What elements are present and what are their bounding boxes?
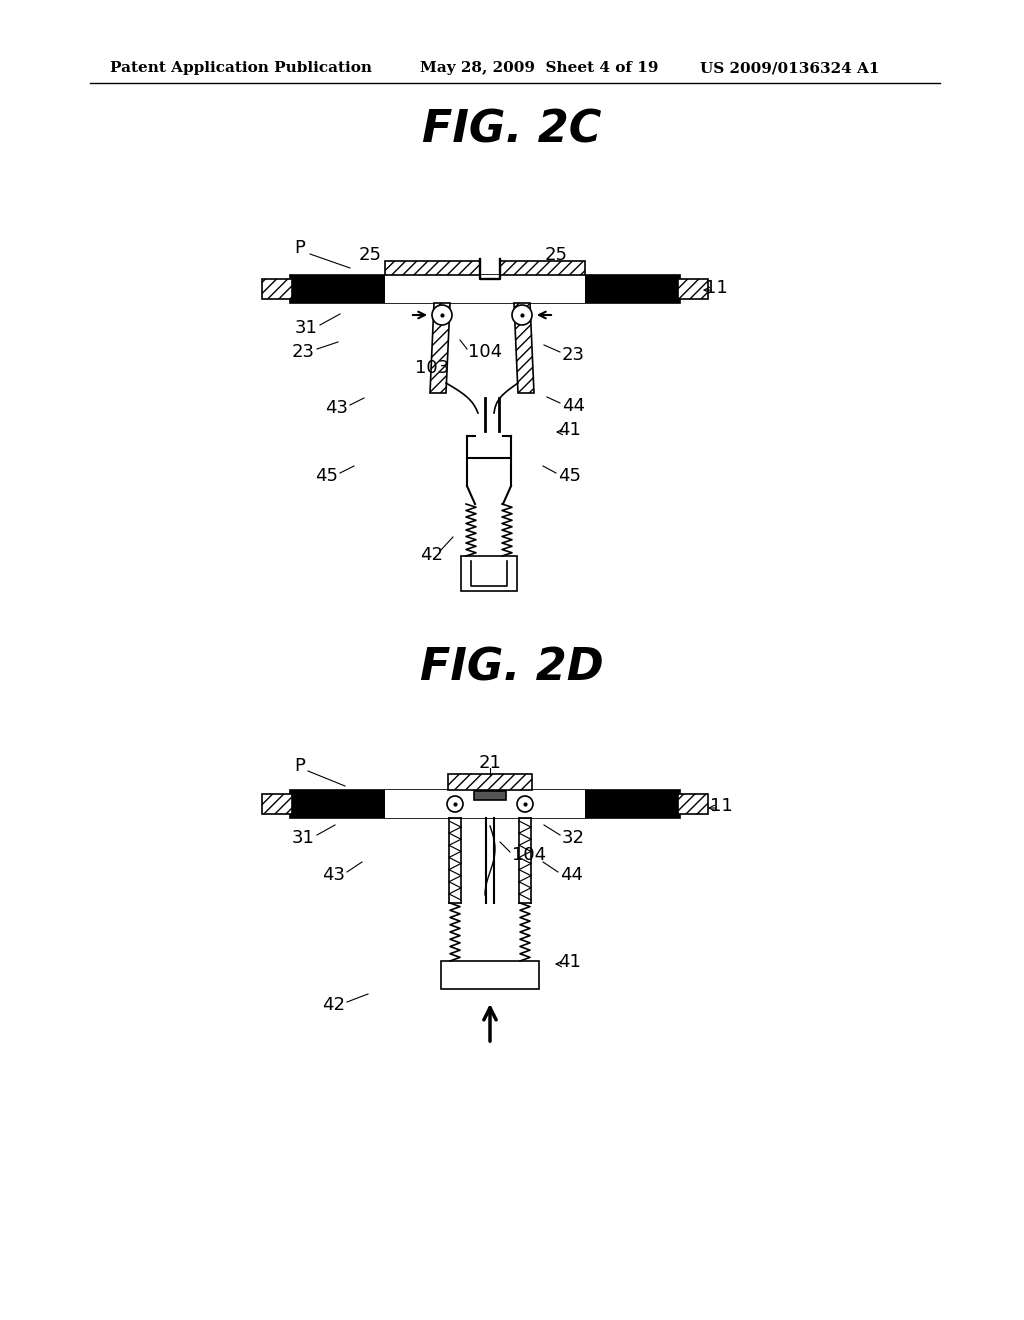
Text: FIG. 2D: FIG. 2D [420, 647, 604, 689]
Text: 11: 11 [705, 279, 728, 297]
Polygon shape [385, 275, 585, 304]
Text: 25: 25 [358, 246, 382, 264]
Circle shape [512, 305, 532, 325]
Text: 104: 104 [468, 343, 502, 360]
Polygon shape [430, 304, 450, 393]
Text: P: P [295, 756, 305, 775]
Polygon shape [262, 795, 292, 814]
Text: 45: 45 [315, 467, 338, 484]
Polygon shape [678, 279, 708, 300]
Text: 44: 44 [560, 866, 583, 884]
Polygon shape [500, 261, 585, 275]
Circle shape [447, 796, 463, 812]
Text: 31: 31 [295, 319, 318, 337]
Polygon shape [461, 556, 517, 591]
Text: 43: 43 [322, 866, 345, 884]
Text: 21: 21 [478, 754, 502, 772]
Text: 45: 45 [558, 467, 581, 484]
Text: FIG. 2C: FIG. 2C [422, 108, 602, 152]
Polygon shape [385, 789, 585, 818]
Text: May 28, 2009  Sheet 4 of 19: May 28, 2009 Sheet 4 of 19 [420, 61, 658, 75]
Text: P: P [295, 239, 305, 257]
Polygon shape [514, 304, 534, 393]
Text: 44: 44 [562, 397, 585, 414]
Text: 42: 42 [322, 997, 345, 1014]
Polygon shape [290, 789, 680, 818]
Polygon shape [385, 261, 480, 275]
Text: 23: 23 [292, 343, 315, 360]
Polygon shape [441, 961, 539, 989]
Text: 43: 43 [325, 399, 348, 417]
Text: 42: 42 [421, 546, 443, 564]
Polygon shape [678, 795, 708, 814]
Text: 32: 32 [562, 829, 585, 847]
Text: 11: 11 [710, 797, 733, 814]
Text: Patent Application Publication: Patent Application Publication [110, 61, 372, 75]
Circle shape [432, 305, 452, 325]
Circle shape [517, 796, 534, 812]
Text: 104: 104 [512, 846, 546, 865]
Text: US 2009/0136324 A1: US 2009/0136324 A1 [700, 61, 880, 75]
Polygon shape [449, 774, 532, 789]
Polygon shape [290, 275, 680, 304]
Polygon shape [262, 279, 292, 300]
Text: 25: 25 [545, 246, 567, 264]
Text: 41: 41 [558, 953, 581, 972]
Text: 103: 103 [415, 359, 450, 378]
Polygon shape [474, 791, 506, 800]
Text: 23: 23 [562, 346, 585, 364]
Text: 41: 41 [558, 421, 581, 440]
Text: 31: 31 [292, 829, 315, 847]
